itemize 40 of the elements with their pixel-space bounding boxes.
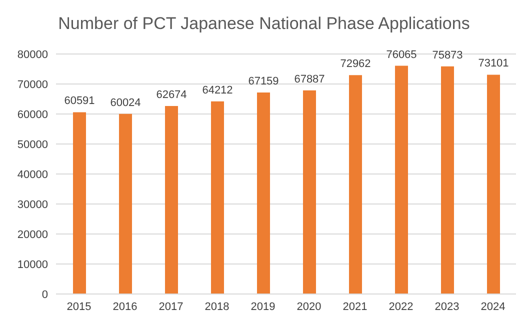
y-tick-label: 40000: [17, 168, 48, 181]
data-label: 76065: [386, 48, 417, 61]
bar: [349, 75, 362, 294]
bar: [211, 101, 224, 294]
data-label: 67159: [248, 76, 279, 88]
y-tick-label: 20000: [17, 228, 48, 241]
x-tick-label: 2023: [434, 300, 460, 313]
bar: [441, 66, 454, 294]
bar: [395, 66, 408, 294]
x-tick-label: 2018: [204, 300, 230, 313]
data-label: 67887: [294, 73, 325, 86]
data-label: 64212: [202, 84, 233, 96]
chart-title: Number of PCT Japanese National Phase Applications: [57, 13, 471, 35]
data-label: 62674: [156, 88, 187, 101]
data-label: 73101: [478, 58, 509, 70]
bar: [257, 92, 270, 294]
x-tick-label: 2015: [66, 300, 92, 313]
data-label: 60591: [64, 95, 95, 108]
y-tick-label: 10000: [17, 258, 48, 271]
bar: [73, 112, 86, 294]
y-tick-label: 50000: [17, 138, 48, 151]
y-tick-label: 80000: [17, 48, 48, 61]
x-tick-label: 2020: [296, 300, 322, 313]
x-tick-label: 2016: [112, 300, 138, 313]
y-tick-label: 30000: [17, 198, 48, 211]
x-tick-label: 2022: [388, 300, 414, 313]
x-tick-label: 2021: [342, 300, 368, 313]
x-tick-label: 2024: [480, 300, 506, 313]
bar: [119, 114, 132, 294]
bar: [165, 106, 178, 294]
bar: [487, 74, 500, 294]
x-tick-label: 2017: [158, 300, 184, 313]
y-tick-label: 70000: [17, 78, 48, 91]
data-label: 60024: [110, 96, 141, 109]
y-tick-label: 60000: [17, 108, 48, 121]
data-label: 72962: [340, 58, 371, 70]
x-tick-label: 2019: [250, 300, 276, 313]
data-label: 75873: [432, 49, 463, 62]
bar: [303, 90, 316, 294]
y-tick-label: 0: [42, 288, 48, 301]
